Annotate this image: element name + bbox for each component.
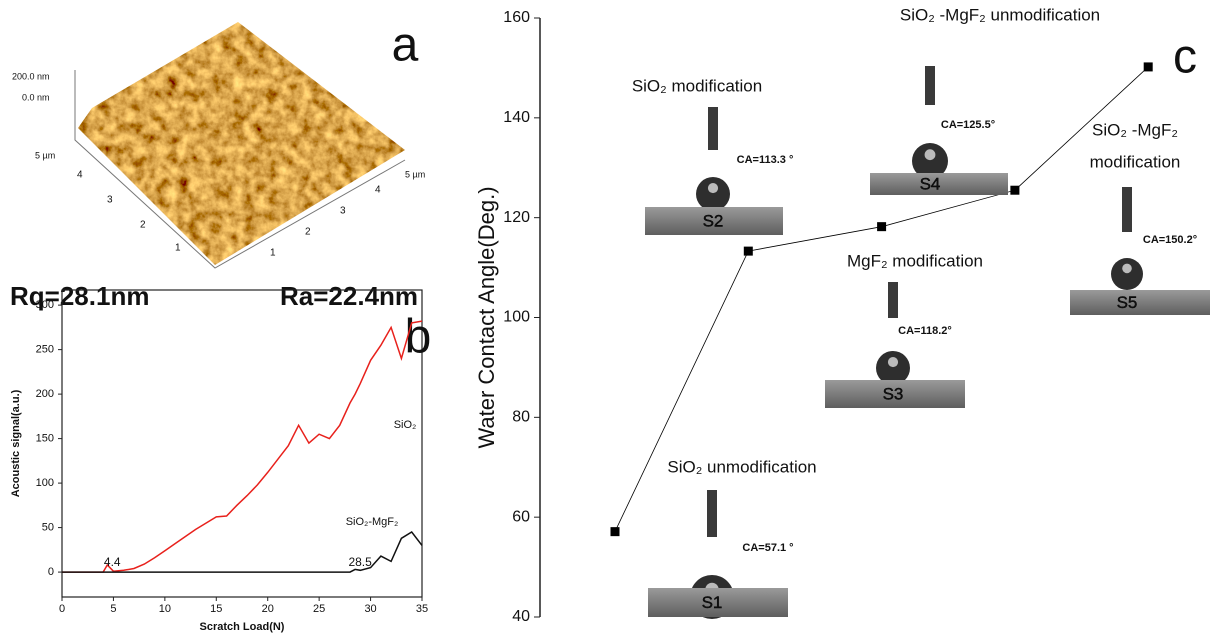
droplet-highlight [887,356,899,368]
critical-load-label: 4.4 [104,555,121,569]
y-tick-label: 250 [36,344,54,356]
panel-label: a [392,19,419,72]
value-label: CA=113.3 ° [737,154,794,166]
series-label: SiO₂ [394,419,417,431]
droplet-image: S2 SiO₂ modification CA=113.3 ° [632,76,794,235]
ra-label: Ra=22.4nm [280,281,418,311]
z-max-label: 200.0 nm [12,71,50,81]
plot-frame [61,289,423,598]
needle [925,66,935,105]
y-tick-label: 120 [503,209,530,226]
x-tick-label: 1 [270,248,276,259]
afm-axes [74,70,406,269]
substrate [825,380,965,408]
droplet [912,143,948,179]
series-label: SiO₂-MgF₂ [346,516,399,528]
x-axis-label: Scratch Load(N) [200,621,285,633]
x-tick-label: 10 [159,603,171,615]
critical-load-label: 28.5 [348,555,372,569]
y-tick-label: 1 [175,243,181,254]
sample-name: S3 [883,384,904,403]
y-tick-label: 200 [36,388,54,400]
x-tick-label: 25 [313,603,325,615]
point [1010,185,1020,195]
x-tick-label: 30 [364,603,376,615]
sample-name: S1 [702,593,723,612]
droplet [696,177,730,211]
panel-label: c [1173,31,1197,84]
sample-caption: SiO₂ unmodification [667,457,816,476]
droplet [1111,258,1143,290]
y-tick-label: 100 [503,309,530,326]
series-line [62,320,423,573]
value-label: CA=125.5° [941,119,995,131]
sample-name: S5 [1117,293,1138,312]
y-tick-label: 4 [77,170,83,181]
value-label: CA=150.2° [1143,234,1197,246]
droplet-highlight [1122,263,1132,274]
y-tick-label: 300 [36,299,54,311]
y-tick-label: 150 [36,433,54,445]
x-tick-label: 2 [305,227,311,238]
sample-caption: modification [1090,152,1181,171]
x-tick-label: 15 [210,603,222,615]
x-tick-label: 20 [262,603,274,615]
sample-caption: SiO₂ modification [632,76,762,95]
droplet-highlight [707,182,719,194]
y-axis-label: Acoustic signal(a.u.) [10,389,22,497]
x-tick-label: 3 [340,206,346,217]
substrate [870,173,1008,195]
x-extent-label: 5 µm [405,169,425,179]
series-line [62,531,423,573]
droplet-highlight [924,149,936,161]
y-tick-label: 3 [107,195,113,206]
droplet-image: S1 SiO₂ unmodification CA=57.1 ° [648,457,817,619]
sample-caption: MgF₂ modification [847,251,983,270]
rq-label: Rq=28.1nm [10,281,149,311]
point [877,222,887,232]
y-axis-label: Water Contact Angle(Deg.) [474,186,499,448]
afm-surface [78,22,405,265]
droplet-image: S4 SiO₂ -MgF₂ unmodification CA=125.5° [870,5,1100,195]
point [743,246,753,256]
point [610,527,620,537]
y-tick-label: 160 [503,9,530,26]
sample-name: S4 [920,174,941,193]
x-tick-label: 0 [59,603,65,615]
z-min-label: 0.0 nm [22,92,50,102]
x-tick-label: 5 [110,603,116,615]
needle [708,107,718,150]
x-tick-label: 35 [416,603,428,615]
y-tick-label: 80 [512,409,530,426]
sample-caption: SiO₂ -MgF₂ unmodification [900,5,1100,24]
y-tick-label: 100 [36,477,54,489]
needle [888,282,898,318]
substrate [648,588,788,617]
y-tick-label: 60 [512,508,530,525]
y-tick-label: 50 [42,521,54,533]
substrate [645,207,783,235]
value-label: CA=57.1 ° [742,542,793,554]
y-tick-label: 40 [512,608,530,625]
droplet-image: S5 SiO₂ -MgF₂ modification CA=150.2° [1070,120,1210,315]
panel-label: b [405,311,432,364]
point [1143,62,1153,72]
droplet [876,351,910,385]
y-tick-label: 0 [48,566,54,578]
value-label: CA=118.2° [898,325,952,337]
needle [1122,187,1132,232]
y-extent-label: 5 µm [35,150,55,160]
afm-panel: a 200.0 nm 0.0 nm 5 µm 5 µm 1 2 3 4 1 2 … [10,19,425,311]
droplet-image: S3 MgF₂ modification CA=118.2° [825,251,983,408]
sample-caption: SiO₂ -MgF₂ [1092,120,1178,139]
substrate [1070,290,1210,315]
needle [707,490,717,537]
y-tick-label: 2 [140,220,146,231]
y-tick-label: 140 [503,109,530,126]
sample-name: S2 [703,211,724,230]
x-tick-label: 4 [375,185,381,196]
